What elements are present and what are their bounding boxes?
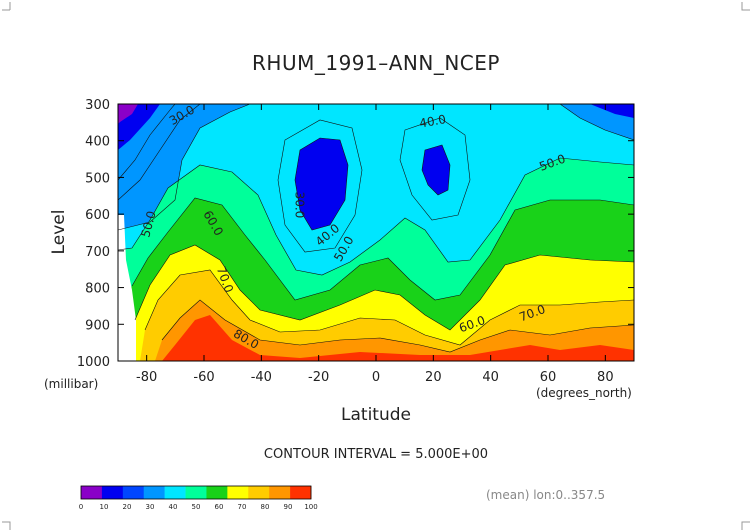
contour-label: 30.0 [293,192,307,219]
colorbar-swatch [164,486,186,499]
x-tick-label: 60 [540,370,557,385]
colorbar-swatch [206,486,228,499]
contour-label: 50.0 [138,209,158,238]
colorbar-label: 40 [169,503,178,511]
contour-label: 40.0 [418,112,447,130]
y-tick-label: 800 [85,282,110,297]
colorbar-label: 70 [238,503,247,511]
x-tick-label: -20 [308,370,329,385]
x-tick-label: 80 [597,370,614,385]
colorbar-swatch [248,486,270,499]
colorbar-label: 10 [100,503,109,511]
colorbar-frame [80,485,312,500]
y-tick-label: 400 [85,135,110,150]
y-tick-label: 500 [85,171,110,186]
y-axis-units: (millibar) [44,377,98,391]
colorbar-swatch [227,486,249,499]
band-0-10 [118,104,138,124]
contour-interval-text: CONTOUR INTERVAL = 5.000E+00 [264,447,488,462]
y-tick-label: 300 [85,98,110,113]
y-axis-label: Level [49,210,69,255]
y-tick-label: 1000 [77,355,110,370]
y-tick-label: 700 [85,245,110,260]
band-90-100 [162,315,634,361]
x-axis: -80 -60 -40 -20 0 20 40 60 80 [136,104,614,385]
colorbar-label: 20 [123,503,132,511]
colorbar-label: 50 [192,503,201,511]
colorbar-swatch [122,486,145,499]
x-axis-units: (degrees_north) [536,386,632,400]
colorbar-label: 100 [304,503,317,511]
colorbar-label: 90 [284,503,293,511]
y-axis: 300 400 500 600 700 800 900 1000 [77,98,634,370]
plot-area [118,104,634,361]
x-tick-label: 40 [482,370,499,385]
x-tick-label: -60 [193,370,214,385]
low-core-south [295,138,348,230]
band-20-30-se [590,104,634,118]
colorbar: 0 10 20 30 40 50 60 70 80 90 100 [79,485,318,511]
colorbar-swatch [269,486,291,499]
colorbar-label: 60 [215,503,224,511]
colorbar-swatch [101,486,124,499]
x-tick-label: -80 [136,370,157,385]
low-core-north [422,145,450,195]
contour-lines [118,104,634,353]
band-80-90 [155,300,634,361]
colorbar-label: 0 [79,503,83,511]
chart-title: RHUM_1991–ANN_NCEP [252,51,500,75]
x-tick-label: 0 [372,370,380,385]
colorbar-swatch [143,486,165,499]
colorbar-label: 30 [146,503,155,511]
x-tick-label: -40 [251,370,272,385]
x-tick-label: 20 [425,370,442,385]
x-axis-label: Latitude [341,405,411,425]
footer-mean-text: (mean) lon:0..357.5 [486,488,605,502]
y-tick-label: 900 [85,318,110,333]
colorbar-swatch [290,486,312,499]
colorbar-label: 80 [261,503,270,511]
y-tick-label: 600 [85,208,110,223]
colorbar-swatch [81,486,103,499]
colorbar-swatch [185,486,207,499]
